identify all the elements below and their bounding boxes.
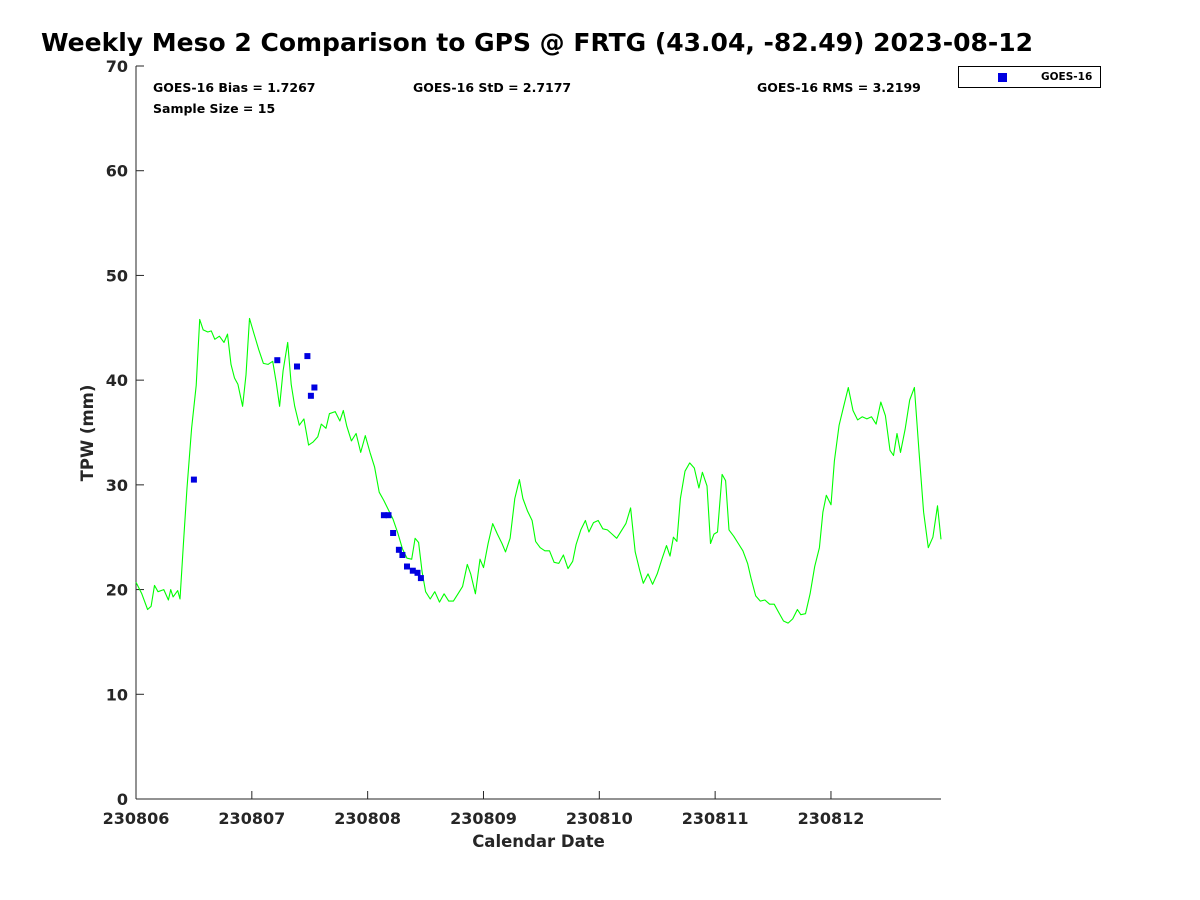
legend-label-goes16: GOES-16 (1041, 71, 1093, 83)
x-tick-label: 230812 (798, 809, 865, 828)
x-tick-label: 230809 (450, 809, 517, 828)
goes16-point (294, 363, 300, 370)
y-tick-label: 70 (106, 57, 128, 76)
y-tick-label: 40 (106, 371, 128, 390)
goes16-point (395, 546, 402, 553)
goes16-point (385, 512, 392, 519)
goes16-point (409, 567, 416, 574)
x-tick-label: 230806 (103, 809, 170, 828)
goes16-point (399, 552, 406, 558)
std-stat: GOES-16 StD = 2.7177 (413, 80, 572, 95)
goes16-point (274, 357, 281, 364)
x-tick-label: 230808 (334, 809, 401, 828)
goes16-point (414, 569, 421, 576)
goes16-point (380, 512, 387, 519)
chart-title: Weekly Meso 2 Comparison to GPS @ FRTG (… (41, 28, 1034, 57)
x-tick-label: 230807 (218, 809, 285, 828)
goes16-point (307, 392, 314, 399)
x-tick-label: 230810 (566, 809, 633, 828)
sample-size-stat: Sample Size = 15 (153, 101, 276, 116)
goes16-point (190, 476, 197, 483)
x-axis-label: Calendar Date (472, 832, 605, 851)
goes16-point (304, 353, 311, 360)
goes16-point (404, 563, 410, 570)
goes16-point (417, 575, 424, 582)
x-tick-label: 230811 (682, 809, 749, 828)
tick-labels: 0 10 20 30 40 50 60 70 230806 230807 230808 230809 2… (78, 57, 864, 851)
rms-stat: GOES-16 RMS = 3.2199 (757, 80, 921, 95)
y-tick-label: 0 (117, 790, 128, 809)
bias-stat: GOES-16 Bias = 1.7267 (153, 80, 316, 95)
legend-marker-goes16 (998, 73, 1007, 82)
axes (135, 65, 941, 800)
y-tick-label: 10 (106, 685, 128, 704)
y-tick-label: 50 (106, 266, 128, 285)
legend: GOES-16 (958, 66, 1101, 88)
y-tick-label: 60 (106, 162, 128, 181)
gps-series-line (135, 317, 942, 624)
y-tick-label: 30 (106, 476, 128, 495)
goes16-point (390, 530, 397, 536)
goes16-point (311, 384, 318, 391)
y-axis-label: TPW (mm) (78, 385, 97, 482)
series-layer (135, 317, 942, 624)
y-tick-label: 20 (106, 581, 128, 600)
